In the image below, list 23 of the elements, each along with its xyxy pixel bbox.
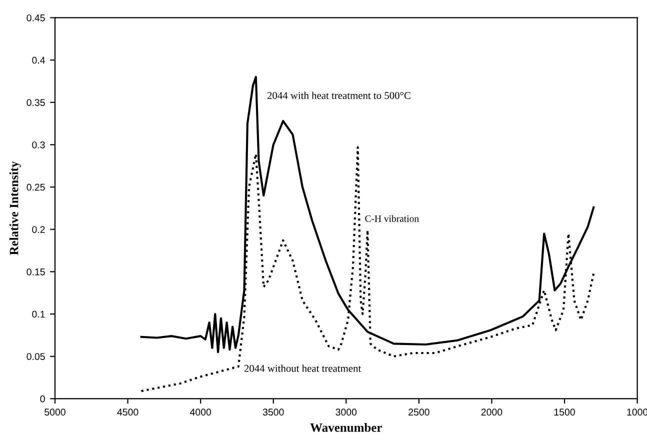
x-axis-title: Wavenumber xyxy=(310,423,382,432)
x-tick-label: 2500 xyxy=(408,408,430,416)
y-tick-label: 0.4 xyxy=(32,56,45,64)
y-tick-label: 0.35 xyxy=(26,99,45,106)
annotation: C-H vibration xyxy=(365,215,419,222)
y-tick-label: 0.1 xyxy=(32,310,45,318)
x-tick-label: 3500 xyxy=(262,408,284,416)
y-tick-label: 0.25 xyxy=(26,184,45,191)
x-tick-label: 4000 xyxy=(190,408,212,416)
y-tick-label: 0.05 xyxy=(26,353,45,360)
y-tick-label: 0 xyxy=(40,395,45,402)
x-tick-label: 5000 xyxy=(44,408,66,416)
y-tick-label: 0.2 xyxy=(32,226,45,233)
x-tick-label: 4500 xyxy=(117,408,138,416)
x-tick-label: 1500 xyxy=(554,408,575,416)
x-tick-label: 3000 xyxy=(336,408,357,416)
series-label: 2044 with heat treatment to 500°C xyxy=(267,92,410,100)
series-label: 2044 without heat treatment xyxy=(244,364,362,372)
y-tick-label: 0.15 xyxy=(26,268,45,276)
y-tick-label: 0.45 xyxy=(26,14,45,22)
x-tick-label: 2000 xyxy=(481,408,502,416)
y-tick-label: 0.3 xyxy=(32,141,45,148)
y-axis-title: Relative Intensity xyxy=(9,161,21,256)
